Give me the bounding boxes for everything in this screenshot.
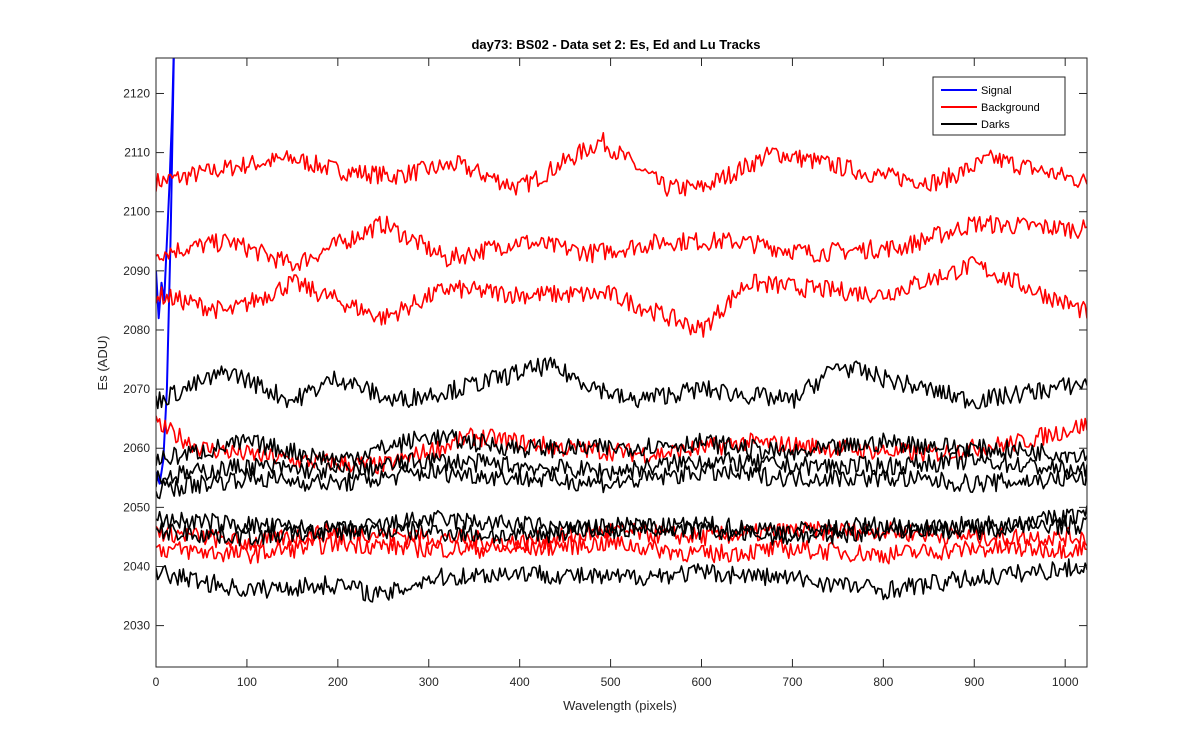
series-line-14 [156, 558, 1087, 603]
series-layer [156, 58, 1087, 603]
legend-label-background: Background [981, 102, 1040, 114]
x-tick-label: 300 [419, 675, 439, 689]
series-line-10 [156, 450, 1087, 488]
y-tick-label: 2060 [123, 441, 150, 455]
x-tick-label: 100 [237, 675, 257, 689]
y-tick-label: 2030 [123, 619, 150, 633]
x-axis-label: Wavelength (pixels) [563, 698, 677, 713]
series-line-0 [156, 58, 175, 320]
y-tick-label: 2040 [123, 559, 150, 573]
series-line-7 [156, 532, 1087, 565]
y-tick-label: 2110 [124, 146, 150, 160]
y-tick-label: 2070 [123, 382, 150, 396]
series-line-4 [156, 255, 1087, 338]
axes-layer: 0 100 200 300 400 500 600 700 800 900 1000 2030 2040… [123, 57, 1088, 689]
y-tick-label: 2120 [123, 86, 150, 100]
series-line-3 [156, 215, 1087, 272]
series-line-2 [156, 132, 1087, 197]
x-tick-label: 200 [328, 675, 348, 689]
series-line-11 [156, 462, 1087, 500]
y-tick-label: 2050 [123, 500, 150, 514]
legend-label-darks: Darks [981, 119, 1010, 131]
plot-frame [155, 57, 1088, 668]
legend: Signal Background Darks [932, 76, 1066, 136]
x-tick-label: 900 [964, 675, 984, 689]
x-tick-label: 600 [691, 675, 711, 689]
x-tick-label: 1000 [1052, 675, 1079, 689]
x-tick-label: 500 [601, 675, 621, 689]
x-tick-label: 400 [510, 675, 530, 689]
series-line-8 [156, 356, 1087, 410]
legend-label-signal: Signal [981, 85, 1012, 97]
y-tick-label: 2080 [123, 323, 150, 337]
chart-title: day73: BS02 - Data set 2: Es, Ed and Lu … [471, 37, 760, 52]
series-line-13 [156, 514, 1087, 547]
series-line-9 [156, 429, 1087, 469]
y-tick-label: 2090 [123, 264, 150, 278]
y-tick-label: 2100 [123, 205, 150, 219]
x-tick-label: 800 [873, 675, 893, 689]
y-axis-label: Es (ADU) [95, 336, 110, 391]
x-tick-label: 0 [153, 675, 160, 689]
x-tick-label: 700 [782, 675, 802, 689]
